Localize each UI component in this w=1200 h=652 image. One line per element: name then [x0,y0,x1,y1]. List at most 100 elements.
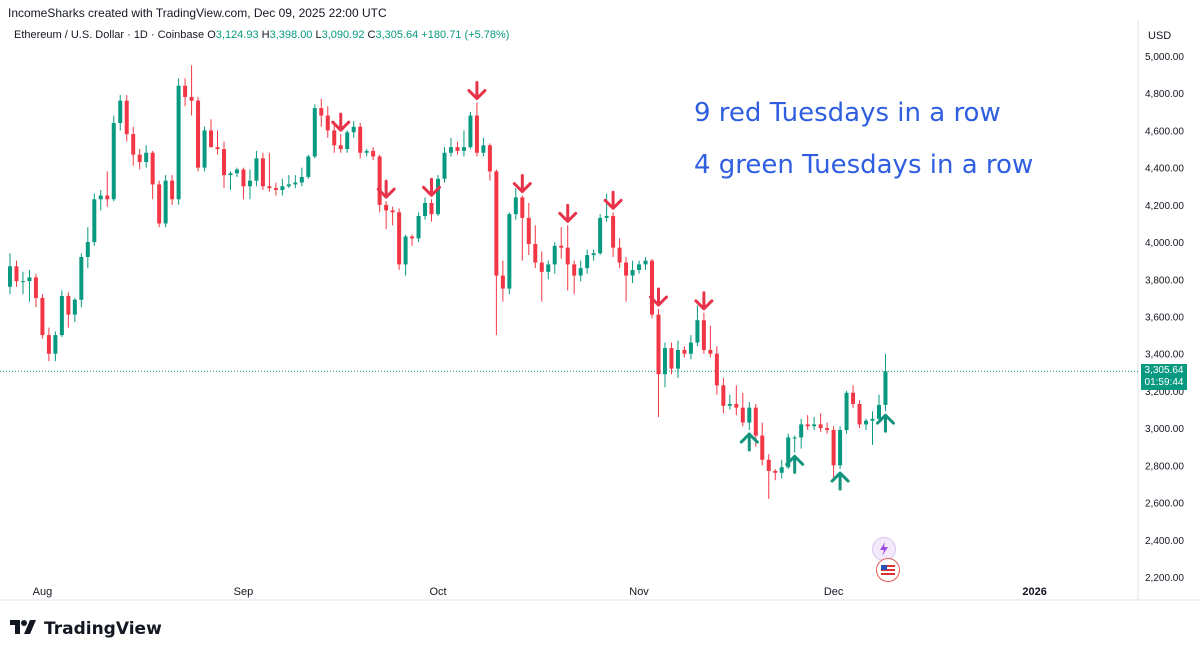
candle-body [844,392,849,431]
candle-body [442,152,447,179]
candle-body [779,467,784,473]
candle-body [183,85,188,97]
candle-body [786,437,791,468]
candle-body [40,297,45,336]
candle-body [656,314,661,375]
candle-body [20,281,25,283]
candle-body [46,335,51,354]
candle-body [734,403,739,408]
candle-body [851,392,856,404]
candle-body [390,210,395,213]
candle-body [429,202,434,215]
candle-body [416,216,421,239]
candle-body [176,85,181,200]
y-tick-label: 4,000.00 [1145,238,1184,249]
candle-body [59,296,64,336]
ohlc-low: L3,090.92 [315,29,365,41]
candle-body [598,217,603,254]
tradingview-wordmark: TradingView [44,619,162,639]
candle-body [105,195,110,200]
candle-body [299,176,304,183]
candle-body [377,156,382,205]
crypto-event-icon[interactable] [872,537,896,561]
candle-body [150,152,155,185]
y-tick-label: 4,400.00 [1145,164,1184,175]
candle-body [708,349,713,354]
candle-body [578,268,583,276]
candle-body [792,437,797,439]
y-tick-label: 2,400.00 [1145,536,1184,547]
candle-body [157,184,162,224]
candle-body [118,100,123,123]
candle-body [831,430,836,466]
candle-body [455,147,460,151]
red-tuesday-arrow [649,287,668,307]
candle-body [643,260,648,265]
candle-body [494,171,499,276]
green-tuesday-arrow [739,432,759,452]
candle-body [461,147,466,151]
candle-body [124,100,129,135]
candle-body [805,424,810,427]
ohlc-open: O3,124.93 [207,29,259,41]
candle-body [170,180,175,200]
candle-body [591,253,596,256]
candle-body [637,264,642,270]
candle-body [870,418,875,421]
y-tick-label: 4,200.00 [1145,201,1184,212]
candle-body [487,145,492,172]
candle-body [209,130,214,148]
candle-body [371,150,376,157]
candle-body [500,275,505,289]
candle-body [247,180,252,187]
candle-body [241,169,246,187]
candle-body [66,296,71,315]
candle-body [267,186,272,189]
candle-body [766,459,771,471]
candle-body [520,197,525,218]
candle-body [760,435,765,460]
candle-body [403,236,408,265]
candle-body [260,158,265,187]
ohlc-high: H3,398.00 [261,29,313,41]
candle-body [163,180,168,224]
x-tick-label: Aug [33,586,53,598]
currency-label: USD [1148,30,1172,42]
candle-body [818,424,823,429]
candle-body [423,202,428,217]
candle-body [273,188,278,190]
candle-body [189,96,194,101]
x-tick-label: Nov [629,586,649,598]
candle-body [144,152,149,163]
green-tuesday-arrow [830,471,850,491]
candle-body [53,335,58,354]
x-tick-label: Dec [824,586,844,598]
y-tick-label: 3,400.00 [1145,350,1184,361]
candle-body [565,247,570,265]
candle-body [448,147,453,153]
candle-body [293,182,298,185]
candle-body [286,184,291,187]
tradingview-logo[interactable]: TradingView [10,617,162,641]
y-tick-label: 4,800.00 [1145,89,1184,100]
last-price-tag: 3,305.64 01:59:44 [1141,364,1187,391]
us-flag-event-icon[interactable] [876,558,900,582]
x-tick-label: 2026 [1022,586,1046,598]
candle-body [727,403,732,406]
candle-body [306,156,311,177]
candle-body [546,264,551,272]
candle-body [513,197,518,215]
candle-body [799,424,804,438]
candle-body [215,147,220,150]
red-tuesday-arrow [376,179,396,199]
candle-body [332,130,337,146]
candle-body [740,407,745,423]
candle-body [474,115,479,153]
candle-body [384,204,389,211]
candle-body [825,428,830,431]
candle-body [234,169,239,174]
x-tick-label: Oct [429,586,446,598]
candle-body [196,100,201,168]
candle-body [876,404,881,419]
